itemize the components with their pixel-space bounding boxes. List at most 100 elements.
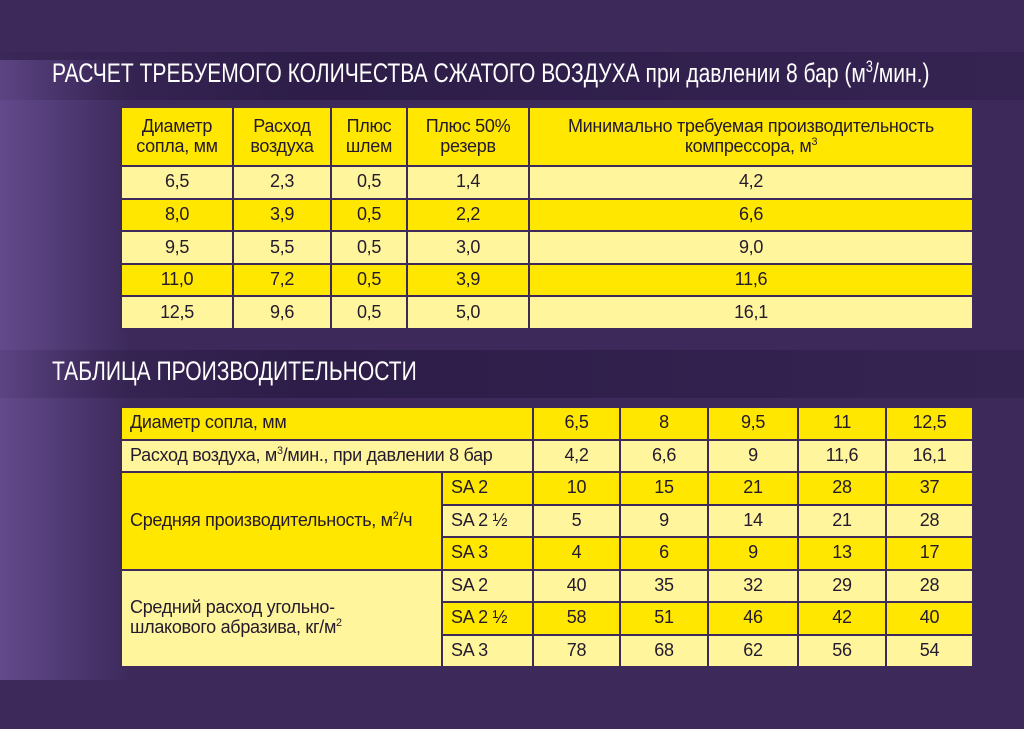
cell: 14 [707, 503, 799, 538]
text: компрессора, м [684, 135, 812, 156]
text: 0,5 [356, 301, 382, 322]
text: SA 2 [451, 574, 488, 595]
text: 9 [748, 542, 758, 563]
text: 29 [832, 574, 852, 595]
text: Расход воздуха, м [130, 444, 277, 465]
grade: SA 2 ½ [441, 601, 534, 636]
cell: 1,4 [406, 165, 530, 200]
row-label: Диаметр сопла, мм [120, 406, 534, 441]
text: Минимально требуемая производительность [567, 115, 934, 136]
text: SA 3 [451, 639, 488, 660]
text: 21 [743, 477, 763, 498]
cell: 0,5 [330, 295, 408, 330]
row: SA 2 ½ 58 51 46 42 40 [121, 601, 974, 636]
line: Минимально требуемая производительность [530, 115, 972, 137]
cell: 7,2 [232, 262, 332, 298]
text: 12,5 [160, 301, 194, 322]
text: 17 [919, 542, 940, 563]
text: 11,6 [825, 444, 859, 465]
text: шлем [345, 135, 393, 156]
text: воздуха [250, 135, 314, 156]
cell: 9,5 [120, 230, 234, 265]
cell: 28 [797, 471, 887, 506]
cell: 5 [532, 503, 621, 538]
text: 3,9 [269, 203, 295, 224]
row: Средняя производительность, м2/ч SA 2 10 15… [120, 471, 974, 571]
text: SA 2 [451, 477, 488, 498]
line: воздуха [234, 135, 330, 157]
cell: 56 [797, 633, 887, 668]
row: Диаметр сопла, мм 6,5 8 9,5 11 12,5 [120, 406, 974, 441]
text: 42 [832, 607, 852, 628]
row: SA 3 4 6 9 13 17 [121, 536, 974, 571]
cell: 3,9 [232, 197, 332, 233]
title: РАСЧЕТ ТРЕБУЕМОГО КОЛИЧЕСТВА СЖАТОГО ВОЗ… [52, 58, 930, 89]
text: 0,5 [356, 171, 382, 192]
line: Плюс 50% [408, 116, 528, 137]
header-cell: Расход воздуха [232, 106, 332, 167]
row: Расход воздуха, м3/мин., при давлении 8 … [120, 438, 974, 473]
cell: 46 [707, 601, 799, 636]
text: 9,5 [164, 236, 190, 257]
table: Диаметр сопла, мм 6,5 8 9,5 11 12,5 Расход воз… [120, 406, 974, 668]
cell: 28 [885, 568, 974, 603]
line: сопла, мм [122, 136, 232, 157]
cell: 37 [885, 471, 974, 506]
row: 6,5 2,3 0,5 1,4 4,2 [120, 165, 974, 200]
cell: 28 [885, 503, 974, 538]
text: /мин., при давлении 8 бар [282, 444, 493, 465]
row: 9,5 5,5 0,5 3,0 9,0 [120, 230, 974, 265]
grade: SA 2 ½ [441, 503, 534, 538]
text: 15 [654, 477, 674, 498]
text: шлакового абразива, кг/м [130, 617, 337, 638]
text: 6,5 [164, 171, 190, 192]
text: 5,5 [269, 236, 295, 257]
text: 4,2 [564, 444, 589, 465]
text: 1,4 [455, 171, 481, 192]
text: 6,6 [738, 203, 764, 224]
cell: 9,5 [707, 406, 799, 441]
cell: 17 [885, 536, 974, 571]
text: 5,0 [455, 301, 481, 322]
text: 6 [659, 542, 669, 563]
cell: 4,2 [528, 165, 974, 200]
line: Средний расход угольно- [130, 598, 441, 618]
cell: 21 [797, 503, 887, 538]
cell: 6,6 [528, 197, 974, 233]
text: 14 [743, 509, 763, 530]
text: 9,6 [269, 301, 295, 322]
line: компрессора, м3 [530, 135, 972, 157]
text: 56 [832, 639, 852, 660]
cell: 58 [532, 601, 621, 636]
text: /ч [398, 509, 413, 530]
cell: 0,5 [330, 230, 408, 265]
text: 51 [654, 607, 674, 628]
text: 3,0 [455, 236, 481, 257]
cell: 21 [707, 471, 799, 506]
text: 78 [566, 639, 587, 660]
title: ТАБЛИЦА ПРОИЗВОДИТЕЛЬНОСТИ [52, 356, 417, 386]
text: 11,6 [734, 269, 768, 290]
cell: 5,5 [232, 230, 332, 265]
text: 3,9 [455, 269, 481, 290]
superscript: 3 [811, 135, 818, 148]
text: 68 [654, 639, 674, 660]
superscript: 2 [336, 617, 342, 630]
text: 54 [919, 639, 940, 660]
text: 40 [566, 574, 587, 595]
text: 9,5 [740, 412, 766, 433]
cell: 4,2 [532, 438, 621, 473]
cell: 35 [619, 568, 709, 603]
header-row: Диаметр сопла, мм Расход воздуха Плюс шлем Плю… [120, 106, 974, 167]
cell: 11,0 [120, 262, 234, 298]
header-cell: Плюс 50% резерв [406, 106, 530, 167]
cell: 9,6 [232, 295, 332, 330]
cell: 78 [532, 633, 621, 668]
text: 8 [659, 412, 669, 433]
cell: 62 [707, 633, 799, 668]
cell: 5,0 [406, 295, 530, 330]
line: шлакового абразива, кг/м2 [130, 617, 441, 638]
row: SA 3 78 68 62 56 54 [121, 633, 974, 668]
text: SA 2 ½ [451, 607, 508, 628]
text: 28 [919, 509, 940, 530]
